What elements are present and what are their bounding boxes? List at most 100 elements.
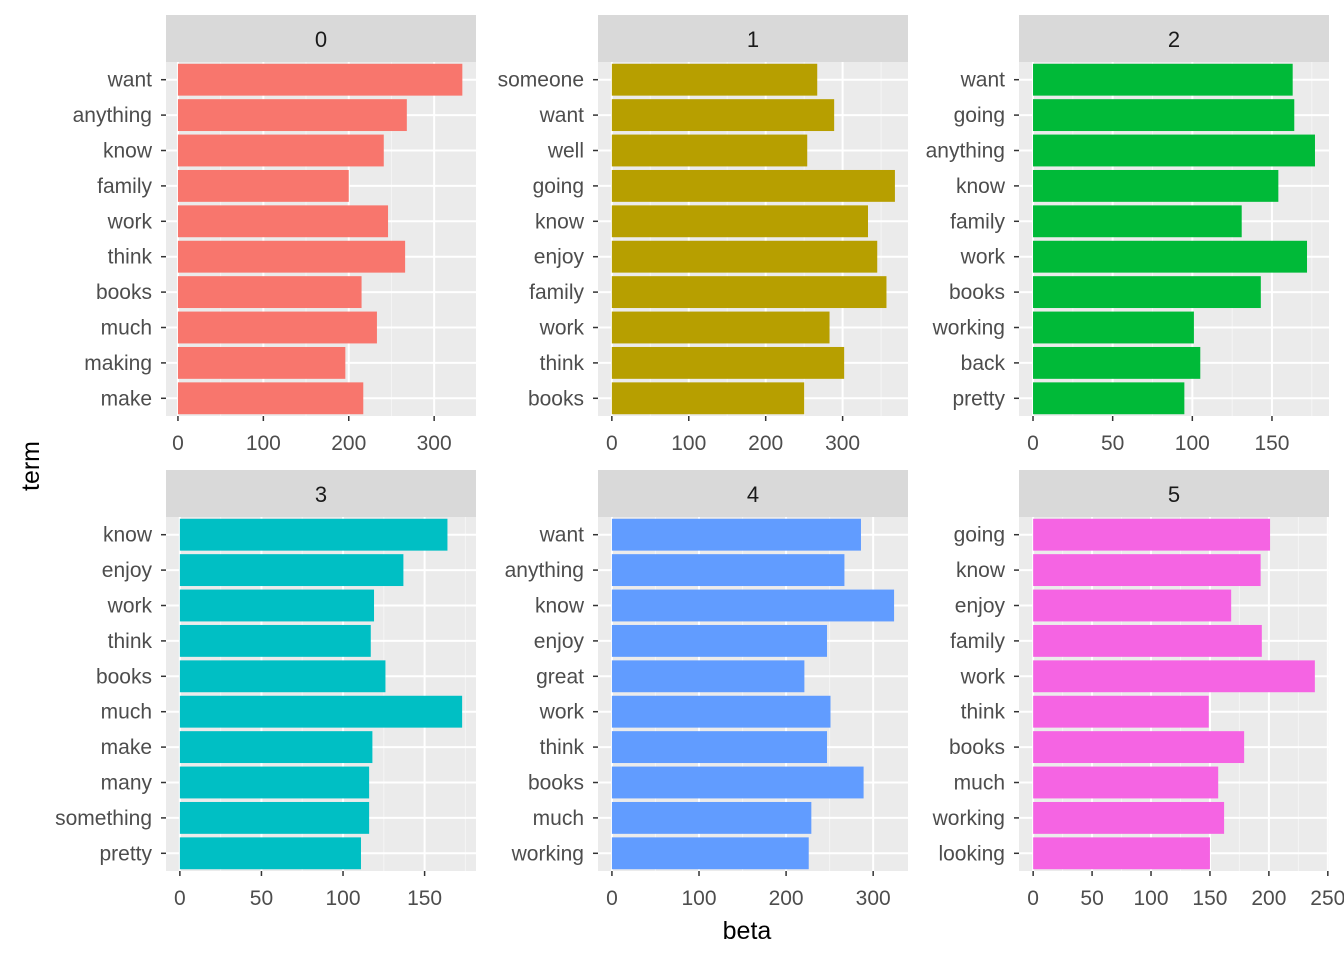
bar xyxy=(1033,554,1261,587)
y-tick-label: family xyxy=(950,630,1005,653)
bar xyxy=(1033,346,1201,379)
bar xyxy=(611,63,818,96)
facet-strip xyxy=(1019,15,1329,62)
y-tick-label: looking xyxy=(938,842,1005,865)
facet-panel: 5 going know enjoy family work think books much w… xyxy=(932,470,1344,910)
bar xyxy=(1033,99,1295,132)
y-tick-label: work xyxy=(960,665,1006,688)
bar xyxy=(611,169,895,202)
bar xyxy=(179,589,375,622)
y-tick-label: pretty xyxy=(99,842,152,865)
bar xyxy=(179,801,370,834)
x-tick-label: 0 xyxy=(606,432,618,455)
y-tick-label: want xyxy=(960,69,1006,92)
facet-panel: 2 want going anything know family work books wor… xyxy=(926,15,1329,455)
facet-strip xyxy=(166,15,476,62)
y-tick-label: going xyxy=(954,104,1005,127)
facet-strip xyxy=(598,470,908,517)
bar xyxy=(611,276,887,309)
y-tick-label: enjoy xyxy=(955,595,1006,618)
bar xyxy=(611,99,835,132)
x-tick-label: 250 xyxy=(1310,887,1344,910)
bar xyxy=(1033,276,1261,309)
y-tick-label: work xyxy=(107,595,153,618)
bar xyxy=(1033,63,1293,96)
x-tick-label: 50 xyxy=(1080,887,1103,910)
y-tick-label: great xyxy=(536,665,584,688)
y-tick-label: making xyxy=(84,352,152,375)
y-tick-label: working xyxy=(932,807,1005,830)
bar xyxy=(1033,205,1242,238)
bar xyxy=(177,99,407,132)
facet-panels: 0 want anything know family work think books muc… xyxy=(55,15,1344,910)
y-tick-label: well xyxy=(547,140,584,163)
facet-panel: 0 want anything know family work think books muc… xyxy=(73,15,476,455)
y-tick-label: want xyxy=(539,524,585,547)
y-tick-label: something xyxy=(55,807,152,830)
y-tick-label: much xyxy=(101,317,152,340)
bar xyxy=(611,346,845,379)
bar xyxy=(611,205,868,238)
y-tick-label: back xyxy=(961,352,1006,375)
y-tick-label: enjoy xyxy=(534,246,585,269)
y-tick-label: make xyxy=(101,736,152,759)
bar xyxy=(179,695,463,728)
x-tick-label: 50 xyxy=(250,887,273,910)
bar xyxy=(1033,589,1232,622)
bar xyxy=(1033,695,1209,728)
y-tick-label: going xyxy=(954,524,1005,547)
bar xyxy=(1033,624,1262,657)
x-tick-label: 100 xyxy=(1133,887,1168,910)
y-tick-label: anything xyxy=(926,140,1005,163)
y-tick-label: think xyxy=(540,352,585,375)
y-tick-label: much xyxy=(101,701,152,724)
y-tick-label: books xyxy=(949,736,1005,759)
bar xyxy=(1033,382,1185,415)
facet-strip-label: 4 xyxy=(747,482,759,507)
y-tick-label: work xyxy=(539,317,585,340)
y-tick-label: want xyxy=(107,69,153,92)
bar xyxy=(611,766,864,799)
x-tick-label: 200 xyxy=(1251,887,1286,910)
bar xyxy=(177,169,349,202)
x-tick-label: 100 xyxy=(1175,432,1210,455)
y-tick-label: think xyxy=(540,736,585,759)
x-tick-label: 0 xyxy=(174,887,186,910)
y-tick-label: books xyxy=(96,281,152,304)
y-tick-label: going xyxy=(533,175,584,198)
x-tick-label: 100 xyxy=(671,432,706,455)
y-tick-label: enjoy xyxy=(534,630,585,653)
bar xyxy=(179,766,370,799)
facet-strip-label: 5 xyxy=(1168,482,1180,507)
x-tick-label: 300 xyxy=(825,432,860,455)
x-tick-label: 200 xyxy=(331,432,366,455)
bar xyxy=(177,346,346,379)
bar xyxy=(179,624,371,657)
y-tick-label: books xyxy=(528,387,584,410)
y-tick-label: make xyxy=(101,387,152,410)
y-tick-label: know xyxy=(956,559,1006,582)
facet-panel: 1 someone want well going know enjoy family work… xyxy=(498,15,908,455)
bar xyxy=(611,624,828,657)
y-tick-label: many xyxy=(101,772,153,795)
bar xyxy=(179,518,448,551)
facet-panel: 3 know enjoy work think books much make many some… xyxy=(55,470,476,910)
bar xyxy=(177,134,384,167)
bar xyxy=(611,554,845,587)
bar xyxy=(177,382,364,415)
bar xyxy=(179,837,361,870)
y-tick-label: work xyxy=(107,210,153,233)
x-tick-label: 150 xyxy=(1192,887,1227,910)
x-tick-label: 0 xyxy=(606,887,618,910)
bar xyxy=(1033,801,1225,834)
x-tick-label: 150 xyxy=(1254,432,1289,455)
y-tick-label: working xyxy=(511,842,584,865)
y-tick-label: know xyxy=(535,210,585,233)
x-tick-label: 150 xyxy=(407,887,442,910)
bar xyxy=(1033,731,1245,764)
bar xyxy=(177,205,389,238)
bar xyxy=(611,801,812,834)
y-tick-label: know xyxy=(103,140,153,163)
x-tick-label: 100 xyxy=(326,887,361,910)
